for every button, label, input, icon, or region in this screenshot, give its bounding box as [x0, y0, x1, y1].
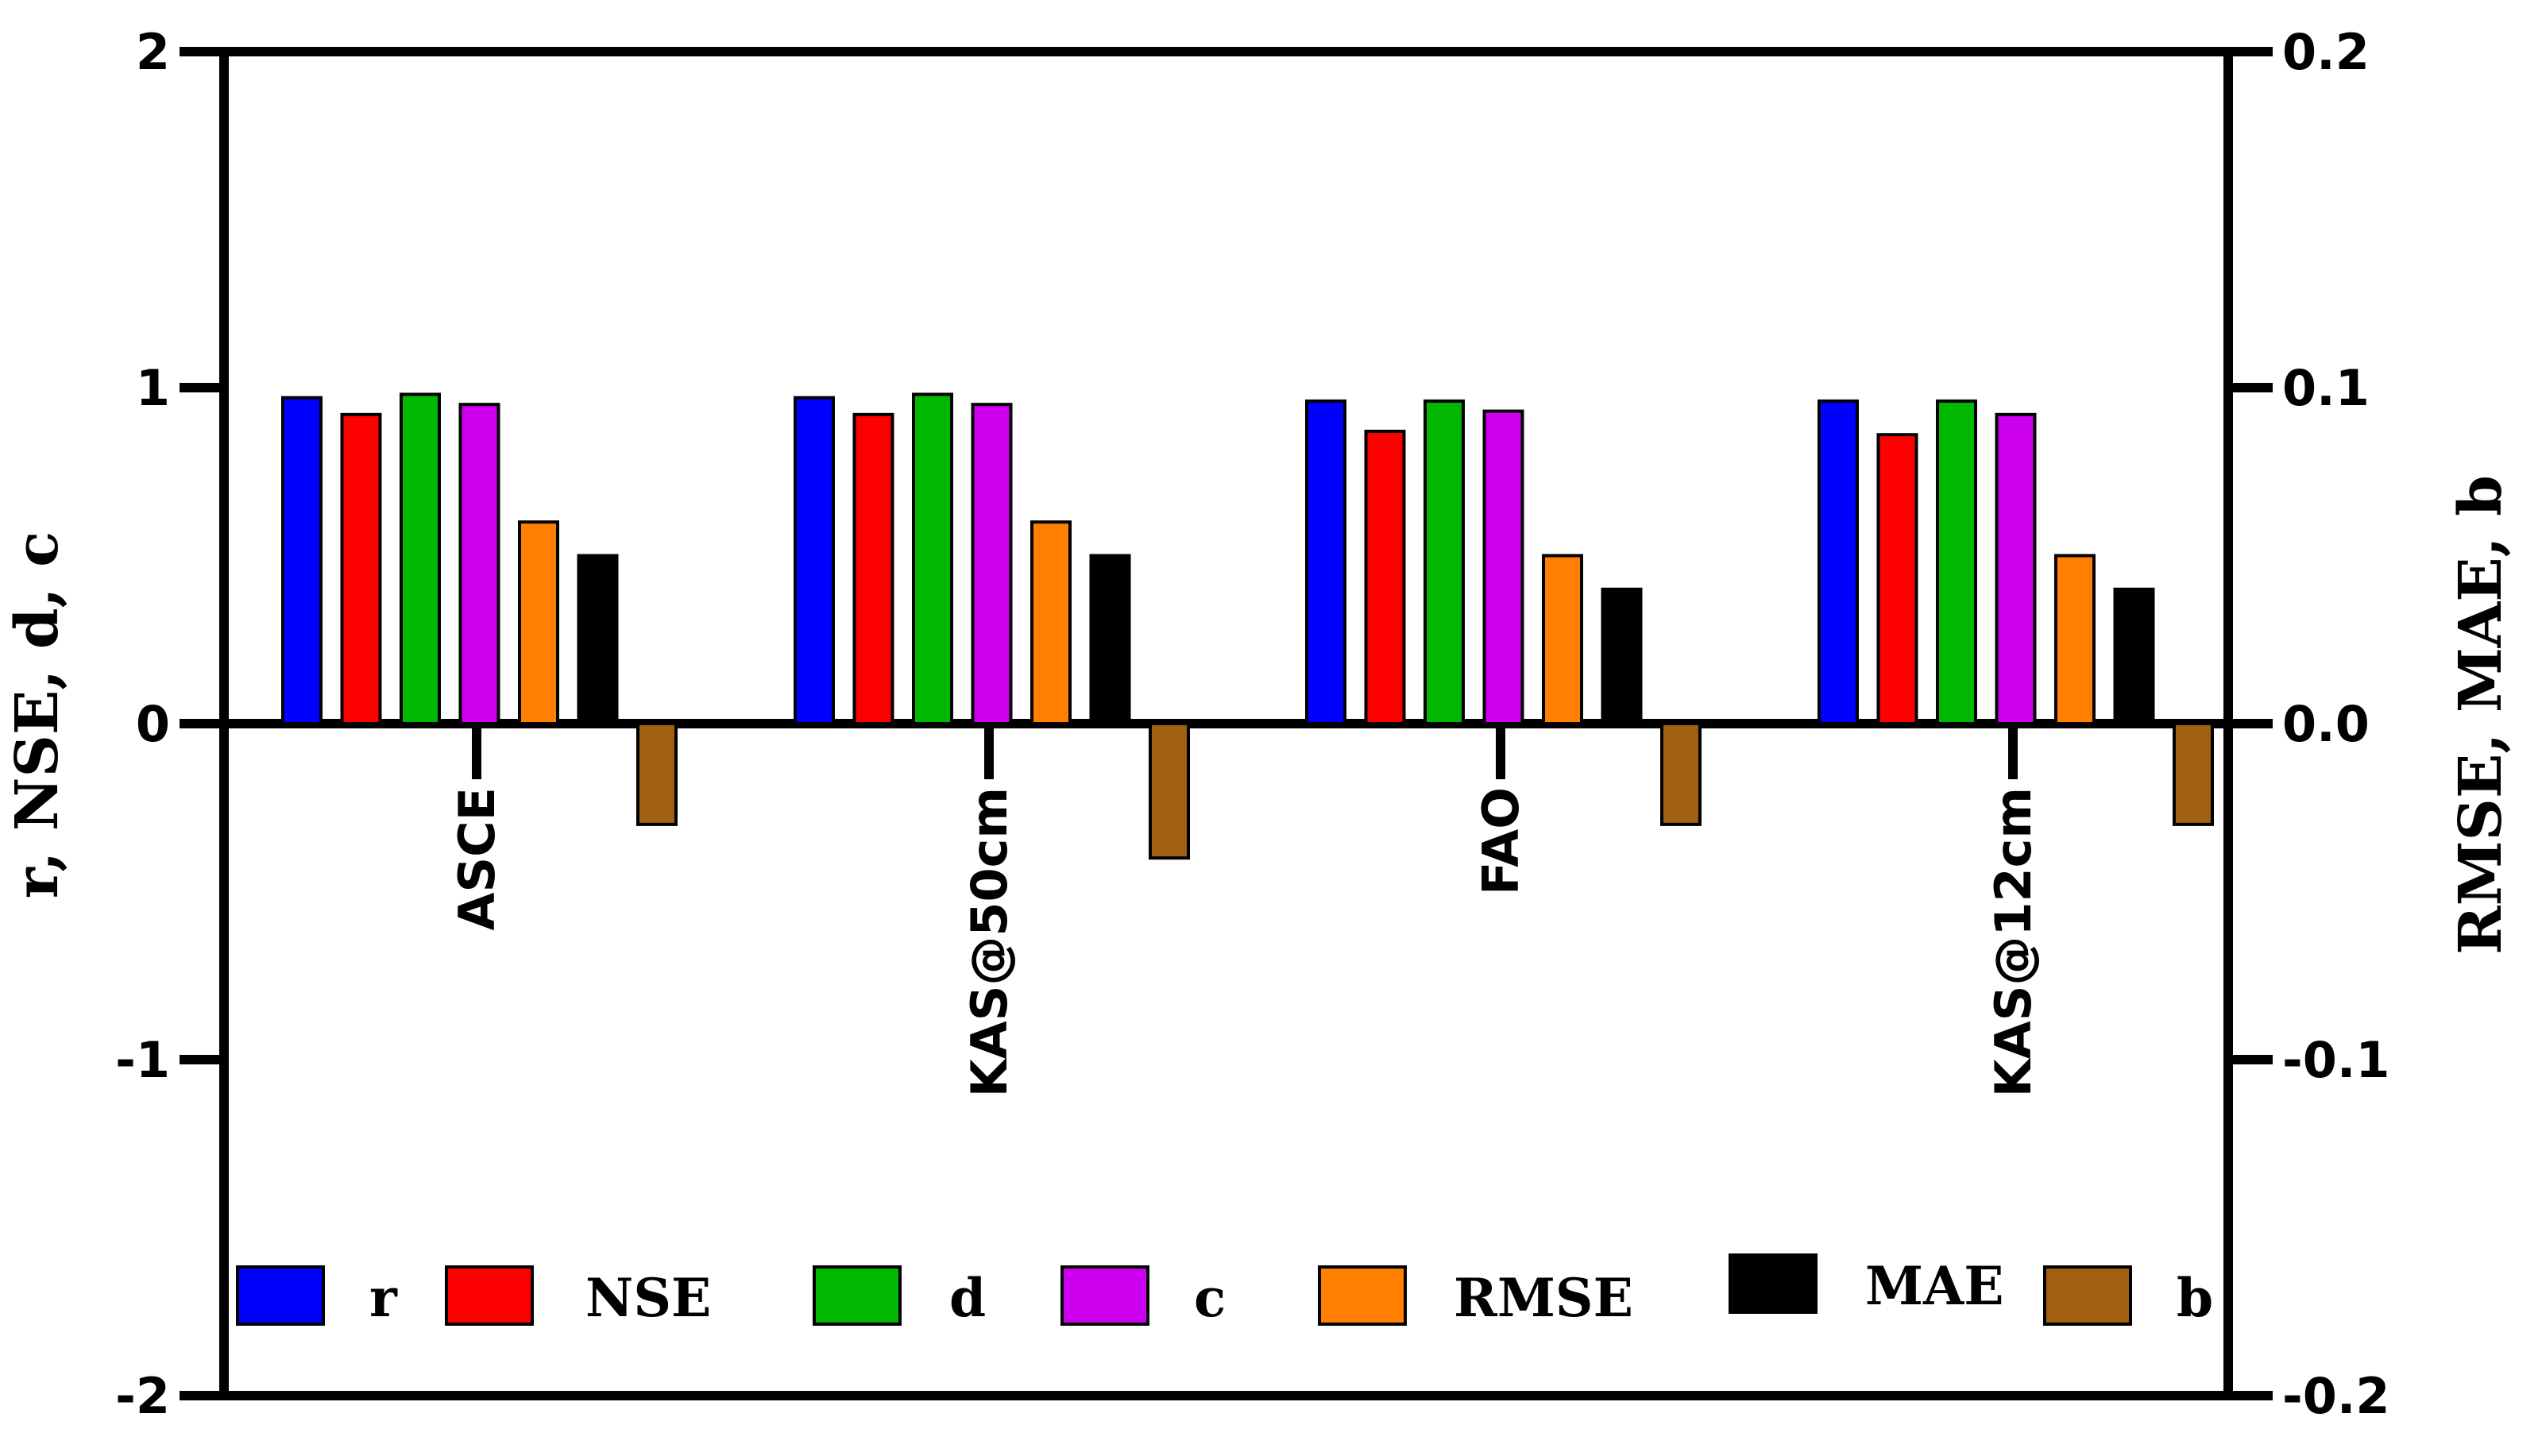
right-tick-label: 0.0 — [2282, 695, 2370, 753]
bar-rmse — [2054, 554, 2096, 725]
bar-d — [912, 392, 953, 725]
left-tick-label: 0 — [136, 695, 170, 753]
right-tick-label: 0.2 — [2282, 23, 2370, 81]
bar-r — [1305, 399, 1346, 725]
bar-c — [1482, 409, 1524, 725]
legend-label-rmse: RMSE — [1454, 1267, 1633, 1329]
right-axis-title: RMSE, MAE, b — [2447, 475, 2515, 955]
legend-swatch-mae — [1729, 1253, 1818, 1314]
legend-label-b: b — [2177, 1267, 2213, 1329]
bar-mae — [1089, 554, 1131, 725]
right-tick-label: -0.2 — [2282, 1367, 2390, 1425]
bar-d — [400, 392, 441, 725]
category-label: KAS@12cm — [1984, 787, 2042, 1097]
legend-swatch-r — [236, 1265, 325, 1326]
right-tick-label: -0.1 — [2282, 1031, 2390, 1089]
bar-c — [971, 403, 1013, 725]
bar-mae — [577, 554, 619, 725]
bar-nse — [1364, 429, 1406, 725]
bar-b — [1660, 722, 1702, 826]
bar-c — [1995, 412, 2037, 726]
bars — [281, 392, 2214, 860]
bar-d — [1936, 399, 1977, 725]
bar-d — [1424, 399, 1465, 725]
category-label: KAS@50cm — [960, 787, 1018, 1097]
bar-nse — [852, 412, 894, 726]
bar-r — [1818, 399, 1859, 725]
left-tick-label: 2 — [136, 23, 170, 81]
legend-swatch-b — [2043, 1265, 2132, 1326]
legend-swatch-rmse — [1318, 1265, 1407, 1326]
legend-swatch-nse — [445, 1265, 534, 1326]
legend-label-mae: MAE — [1865, 1255, 2004, 1317]
left-axis: 2 1 0 -1 -2 — [115, 23, 229, 1425]
legend-swatch-d — [813, 1265, 902, 1326]
right-axis: 0.2 0.1 0.0 -0.1 -0.2 — [2223, 23, 2390, 1425]
left-tick-label: 1 — [136, 359, 170, 417]
legend: r NSE d c RMSE MAE b — [236, 1253, 2213, 1329]
left-tick-label: -2 — [115, 1367, 170, 1425]
bar-nse — [340, 412, 382, 726]
bar-rmse — [518, 520, 559, 726]
left-tick-label: -1 — [115, 1031, 170, 1089]
bar-rmse — [1542, 554, 1583, 725]
left-axis-title: r, NSE, d, c — [3, 531, 71, 898]
bar-nse — [1876, 433, 1918, 725]
bar-mae — [1601, 587, 1643, 725]
legend-label-c: c — [1194, 1267, 1226, 1329]
legend-label-d: d — [949, 1267, 986, 1329]
bar-rmse — [1030, 520, 1072, 726]
bar-b — [2173, 722, 2214, 826]
category-label: ASCE — [448, 787, 506, 931]
bar-r — [794, 396, 835, 725]
category-label: FAO — [1472, 787, 1530, 895]
right-tick-label: 0.1 — [2282, 359, 2370, 417]
bar-r — [281, 396, 323, 725]
legend-label-nse: NSE — [585, 1267, 711, 1329]
legend-label-r: r — [369, 1267, 398, 1329]
category-labels: ASCE KAS@50cm FAO KAS@12cm — [448, 724, 2042, 1097]
bar-b — [636, 722, 678, 826]
legend-swatch-c — [1060, 1265, 1149, 1326]
bar-c — [458, 403, 500, 725]
bar-mae — [2113, 587, 2155, 725]
bar-b — [1149, 722, 1190, 860]
